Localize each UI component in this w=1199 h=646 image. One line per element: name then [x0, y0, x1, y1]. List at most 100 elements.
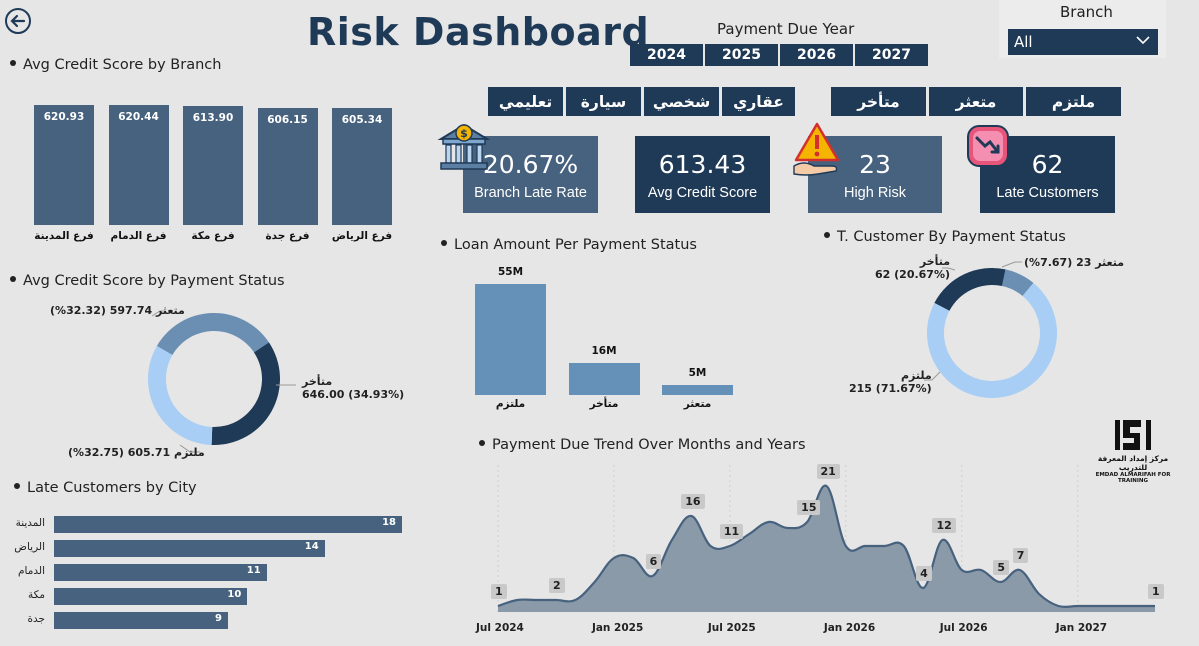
- status-late-button[interactable]: متأخر: [831, 87, 926, 116]
- city-bar-category: جدة: [27, 613, 45, 625]
- trend-x-tick: Jul 2024: [476, 622, 524, 634]
- trend-point-label: 5: [993, 560, 1010, 575]
- avg-by-branch-chart: 620.93 فرع المدينة 620.44 فرع الدمام 613.90 ف…: [0, 0, 420, 250]
- city-bar: 11: [54, 564, 267, 581]
- loan-by-status-title: Loan Amount Per Payment Status: [441, 237, 697, 253]
- avg-status-slice: [156, 313, 269, 355]
- trend-point-label: 6: [645, 554, 662, 569]
- emdad-logo: مركز إمداد المعرفة للتدريب EMDAD ALMARIF…: [1083, 418, 1183, 484]
- avg-by-branch-title: Avg Credit Score by Branch: [10, 57, 221, 73]
- year-2026-button[interactable]: 2026: [780, 44, 853, 66]
- city-bar-value: 9: [215, 613, 222, 624]
- avg-by-status-donut: [148, 313, 280, 445]
- branch-bar-value: 620.44: [118, 111, 159, 124]
- loan-bar: [568, 362, 640, 395]
- trend-point-label: 1: [491, 584, 507, 599]
- kpi-avg-credit-label: Avg Credit Score: [647, 185, 758, 201]
- year-2027-button[interactable]: 2027: [855, 44, 928, 66]
- kpi-late-rate-card: 20.67% Branch Late Rate: [463, 136, 598, 213]
- warning-hand-icon: [793, 122, 840, 176]
- city-bar-category: المدينة: [15, 517, 45, 529]
- avg-status-label-committed: ملتزم 605.71 (32.75%): [68, 446, 205, 459]
- cust-status-label-committed: ملتزم 215 (71.67%): [849, 369, 932, 395]
- branch-bar-value: 613.90: [192, 112, 234, 125]
- kpi-high-risk-label: High Risk: [843, 185, 907, 201]
- branch-bar: [108, 105, 169, 225]
- year-2024-button[interactable]: 2024: [630, 44, 703, 66]
- city-bar-category: الرياض: [14, 541, 45, 553]
- loan-type-car-button[interactable]: سيارة: [566, 87, 641, 116]
- page-title: Risk Dashboard: [307, 10, 650, 54]
- trend-point-label: 4: [916, 566, 932, 581]
- cust-status-label-late: متأخر 62 (20.67%): [875, 255, 951, 281]
- trend-point-label: 16: [681, 494, 705, 509]
- branch-bar: [183, 106, 243, 225]
- branch-bar-category: فرع الدمام: [110, 230, 167, 242]
- loan-type-realestate-button[interactable]: عقاري: [722, 87, 795, 116]
- trend-x-tick: Jan 2025: [591, 622, 644, 634]
- branch-value: All: [1014, 33, 1033, 51]
- logo-text-arabic: مركز إمداد المعرفة للتدريب: [1097, 454, 1169, 472]
- city-bar-value: 14: [304, 541, 319, 552]
- cust-by-status-donut: [927, 268, 1057, 398]
- payment-due-year-label: Payment Due Year: [717, 20, 855, 38]
- status-committed-button[interactable]: ملتزم: [1026, 87, 1121, 116]
- loan-bar-value: 5M: [688, 366, 707, 379]
- svg-text:$: $: [460, 127, 468, 140]
- branch-label: Branch: [1060, 3, 1113, 21]
- year-2025-button[interactable]: 2025: [705, 44, 778, 66]
- kpi-late-customers-value: 62: [1031, 150, 1064, 179]
- city-bar-category: مكة: [27, 589, 45, 601]
- branch-bar-category: فرع مكة: [191, 230, 235, 242]
- branch-bar-value: 606.15: [267, 113, 308, 126]
- late-by-city-title: Late Customers by City: [14, 480, 197, 496]
- trend-line: [497, 484, 1155, 609]
- cust-status-slice: [927, 282, 1057, 398]
- trend-point-label: 21: [816, 464, 840, 479]
- cust-status-slice: [1001, 269, 1034, 297]
- loan-bar: [662, 384, 733, 395]
- branch-bar: [257, 107, 318, 225]
- kpi-late-rate-label: Branch Late Rate: [474, 185, 587, 201]
- city-bar-value: 10: [227, 589, 242, 600]
- cust-status-slice: [934, 268, 1006, 311]
- back-button[interactable]: [5, 8, 31, 34]
- branch-bar-category: فرع الرياض: [331, 230, 393, 242]
- branch-bar: [332, 108, 392, 225]
- avg-status-label-default: متعثر 597.74 (32.32%): [50, 304, 185, 317]
- city-bar-category: الدمام: [18, 565, 45, 577]
- city-bar-value: 11: [246, 565, 261, 576]
- trending-down-icon: [967, 125, 1009, 167]
- kpi-avg-credit-card: 613.43 Avg Credit Score: [635, 136, 770, 213]
- city-bar: 10: [54, 588, 248, 605]
- trend-chart: [497, 465, 1155, 612]
- loan-type-education-button[interactable]: تعليمي: [488, 87, 563, 116]
- avg-by-status-title: Avg Credit Score by Payment Status: [10, 273, 285, 289]
- trend-point-label: 11: [719, 524, 744, 539]
- kpi-late-rate-value: 20.67%: [482, 150, 579, 179]
- kpi-high-risk-value: 23: [859, 150, 891, 179]
- trend-x-tick: Jul 2025: [707, 622, 756, 634]
- avg-status-slice: [148, 346, 213, 445]
- avg-status-label-late: متأخر 646.00 (34.93%): [302, 375, 405, 401]
- logo-text-english: EMDAD ALMARIFAH FOR TRAINING: [1095, 472, 1171, 484]
- loan-bar-value: 55M: [497, 266, 524, 278]
- status-default-button[interactable]: متعثر: [929, 87, 1023, 116]
- trend-point-label: 15: [797, 500, 821, 515]
- trend-point-label: 7: [1012, 548, 1029, 563]
- trend-point-label: 12: [932, 518, 956, 533]
- cust-status-label-default: متعثر 23 (7.67%): [1024, 256, 1125, 269]
- trend-area: [498, 485, 1155, 612]
- city-bar: 9: [54, 612, 228, 629]
- kpi-late-customers-label: Late Customers: [996, 185, 1099, 201]
- city-bar: 14: [54, 540, 325, 557]
- kpi-high-risk-card: 23 High Risk: [808, 136, 942, 213]
- loan-bar-category: متعثر: [683, 398, 712, 410]
- city-bar-value: 18: [382, 517, 396, 528]
- loan-type-personal-button[interactable]: شخصي: [644, 87, 719, 116]
- trend-point-label: 1: [1148, 584, 1164, 599]
- trend-point-label: 2: [548, 578, 565, 593]
- branch-dropdown[interactable]: All: [1008, 29, 1158, 55]
- trend-title: Payment Due Trend Over Months and Years: [479, 437, 806, 453]
- avg-status-slice: [211, 342, 280, 445]
